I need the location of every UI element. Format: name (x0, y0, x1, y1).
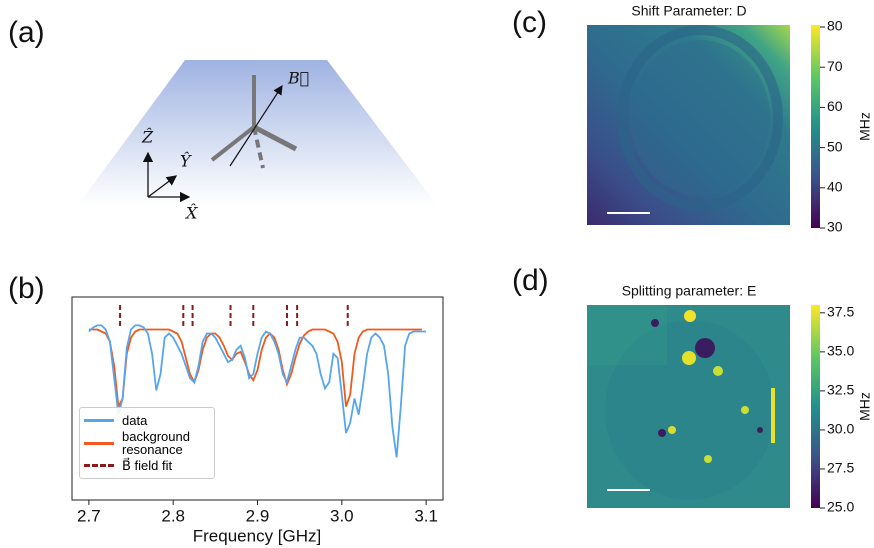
colorbar-tick-label: 32.5 (827, 382, 854, 398)
map-title: Shift Parameter: D (631, 3, 746, 19)
colorbar-tick-label: 35.0 (827, 343, 854, 359)
legend-item: data (84, 414, 210, 427)
colorbar-tick-label: 50 (827, 138, 843, 154)
colorbar (811, 305, 820, 508)
legend-label: background resonance (122, 429, 190, 457)
map-d (587, 25, 790, 225)
colorbar-tick-label: 30 (827, 219, 843, 235)
map-title: Splitting parameter: E (622, 283, 757, 299)
panel-label: (c) (512, 6, 547, 39)
colorbar-tick-label: 27.5 (827, 460, 854, 476)
legend: data background resonance B⃗ field fit (79, 407, 215, 479)
map-e (587, 305, 790, 508)
legend-item: B⃗ field fit (84, 459, 210, 472)
field-arrow (229, 84, 283, 167)
x-axis-label: Frequency [GHz] (193, 526, 322, 545)
colorbar-tick-label: 30.0 (827, 421, 854, 437)
axes-triad (142, 151, 191, 203)
legend-item: background resonance (84, 430, 210, 456)
colorbar (811, 25, 820, 228)
legend-swatch (84, 441, 114, 445)
colorbar-label: MHz (857, 392, 873, 421)
x-tick-label: 2.7 (77, 506, 101, 525)
legend-label: data (122, 413, 148, 428)
legend-swatch (84, 419, 114, 422)
colorbar-tick-label: 80 (827, 18, 843, 34)
colorbar-label: MHz (857, 112, 873, 141)
z-label: Ẑ (141, 127, 154, 147)
b-label: B⃗ (287, 69, 309, 88)
x-tick-label: 2.8 (161, 506, 185, 525)
panel-label: (d) (512, 264, 549, 297)
series-line (88, 324, 427, 458)
x-label: X̂ (184, 204, 198, 223)
colorbar-tick-label: 25.0 (827, 499, 854, 515)
x-tick-label: 3.0 (330, 506, 354, 525)
bonds (210, 75, 298, 169)
legend-swatch (84, 464, 114, 467)
colorbar-tick-label: 60 (827, 98, 843, 114)
panel-label: (a) (8, 16, 45, 49)
colorbar-tick-label: 40 (827, 179, 843, 195)
x-tick-label: 2.9 (246, 506, 270, 525)
colorbar-tick-label: 37.5 (827, 304, 854, 320)
x-tick-label: 3.1 (414, 506, 438, 525)
legend-label: B⃗ field fit (122, 458, 173, 473)
colorbar-tick-label: 70 (827, 58, 843, 74)
y-label: Ŷ (180, 151, 192, 171)
plane (78, 60, 437, 205)
panel-label: (b) (8, 272, 45, 305)
